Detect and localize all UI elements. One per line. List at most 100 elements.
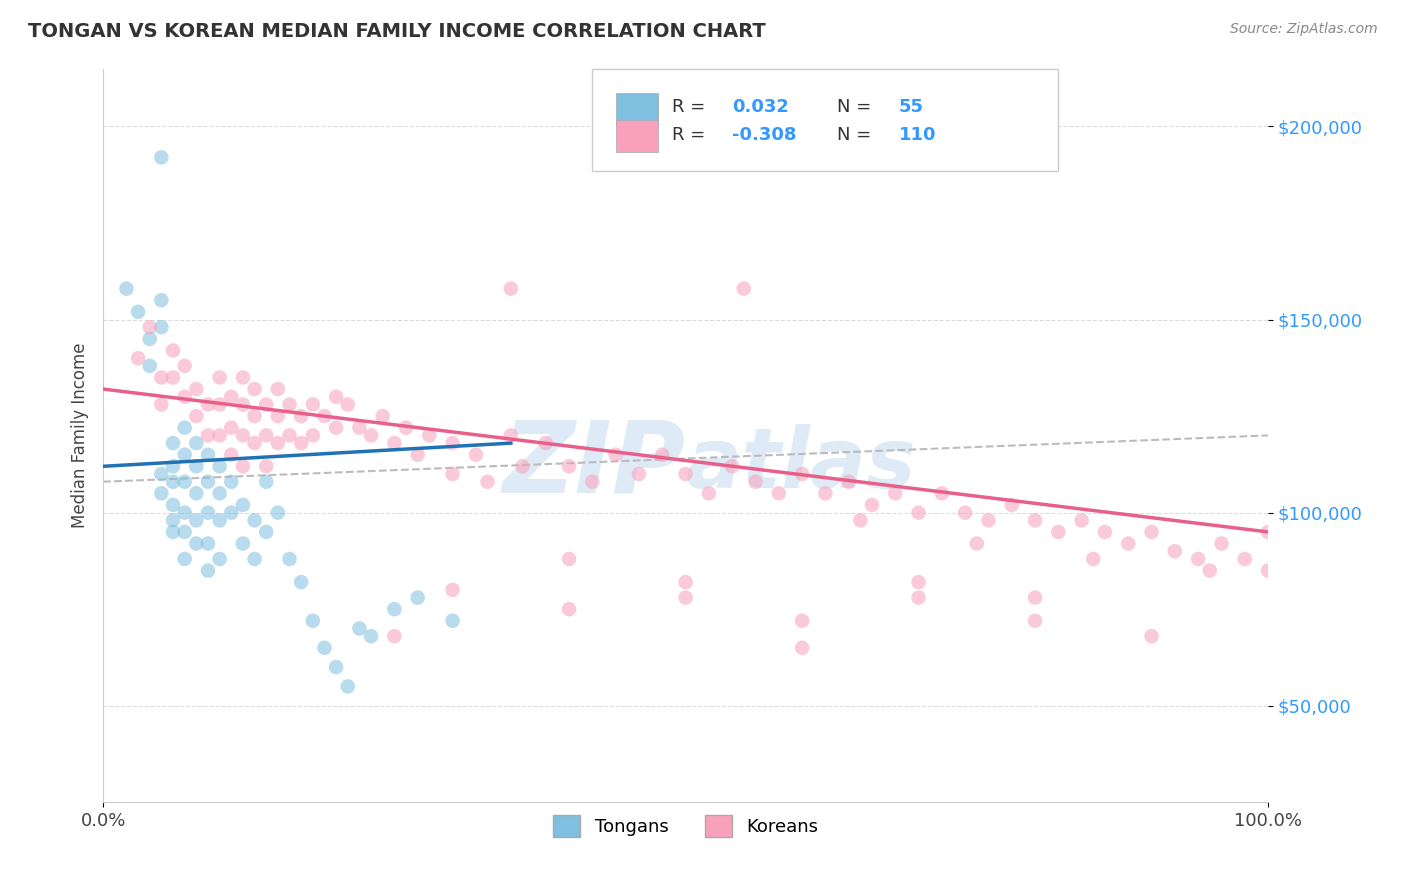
Point	[219, 390, 242, 404]
Point	[301, 397, 323, 411]
Point	[173, 475, 195, 489]
Point	[127, 351, 149, 366]
Text: N =: N =	[837, 126, 877, 144]
Point	[1257, 564, 1279, 578]
Point	[675, 467, 697, 481]
Point	[243, 409, 266, 423]
Point	[1094, 524, 1116, 539]
Point	[197, 397, 219, 411]
Point	[360, 629, 382, 643]
Point	[186, 536, 208, 550]
Point	[243, 513, 266, 527]
Point	[441, 436, 464, 450]
Point	[349, 622, 371, 636]
Point	[499, 428, 522, 442]
Point	[254, 524, 277, 539]
Point	[349, 420, 371, 434]
Point	[197, 506, 219, 520]
Point	[558, 552, 581, 566]
Point	[325, 660, 347, 674]
Point	[197, 448, 219, 462]
Point	[1233, 552, 1256, 566]
Point	[232, 370, 254, 384]
Point	[243, 382, 266, 396]
Point	[208, 428, 231, 442]
FancyBboxPatch shape	[616, 120, 658, 153]
Point	[173, 448, 195, 462]
Point	[197, 428, 219, 442]
Point	[267, 382, 290, 396]
Point	[197, 564, 219, 578]
Point	[768, 486, 790, 500]
Point	[290, 409, 312, 423]
Point	[790, 614, 813, 628]
Point	[406, 591, 429, 605]
Point	[150, 150, 173, 164]
Point	[441, 614, 464, 628]
Point	[127, 305, 149, 319]
Point	[884, 486, 907, 500]
Point	[1083, 552, 1105, 566]
Point	[1024, 614, 1046, 628]
Point	[1024, 591, 1046, 605]
Point	[208, 486, 231, 500]
Point	[849, 513, 872, 527]
Point	[1047, 524, 1070, 539]
Point	[150, 293, 173, 308]
Point	[371, 409, 394, 423]
Point	[558, 602, 581, 616]
Point	[395, 420, 418, 434]
Point	[464, 448, 486, 462]
Point	[1070, 513, 1092, 527]
Point	[186, 486, 208, 500]
Point	[186, 436, 208, 450]
Point	[254, 475, 277, 489]
Point	[790, 467, 813, 481]
Point	[208, 552, 231, 566]
Point	[441, 467, 464, 481]
Point	[162, 524, 184, 539]
Point	[953, 506, 976, 520]
Point	[1257, 524, 1279, 539]
Point	[186, 382, 208, 396]
Point	[360, 428, 382, 442]
Point	[267, 506, 290, 520]
Point	[651, 448, 673, 462]
Point	[162, 513, 184, 527]
Point	[697, 486, 720, 500]
Point	[418, 428, 440, 442]
Point	[173, 524, 195, 539]
Point	[278, 428, 301, 442]
Point	[197, 536, 219, 550]
Text: -0.308: -0.308	[733, 126, 797, 144]
Point	[186, 513, 208, 527]
Point	[382, 629, 405, 643]
Point	[1211, 536, 1233, 550]
Point	[931, 486, 953, 500]
Text: ZIP: ZIP	[502, 417, 686, 513]
Point	[382, 602, 405, 616]
Point	[301, 428, 323, 442]
Text: atlas: atlas	[686, 425, 917, 505]
Point	[907, 506, 929, 520]
Point	[173, 420, 195, 434]
Point	[1164, 544, 1187, 558]
Point	[1140, 524, 1163, 539]
Point	[173, 552, 195, 566]
Point	[243, 436, 266, 450]
Point	[162, 370, 184, 384]
Point	[173, 359, 195, 373]
Point	[290, 436, 312, 450]
Point	[219, 506, 242, 520]
Point	[208, 513, 231, 527]
Text: 55: 55	[898, 98, 924, 117]
Point	[150, 397, 173, 411]
Point	[162, 459, 184, 474]
Point	[966, 536, 988, 550]
Point	[267, 409, 290, 423]
Point	[138, 320, 160, 334]
Point	[581, 475, 603, 489]
Point	[243, 552, 266, 566]
Point	[1140, 629, 1163, 643]
Point	[150, 486, 173, 500]
